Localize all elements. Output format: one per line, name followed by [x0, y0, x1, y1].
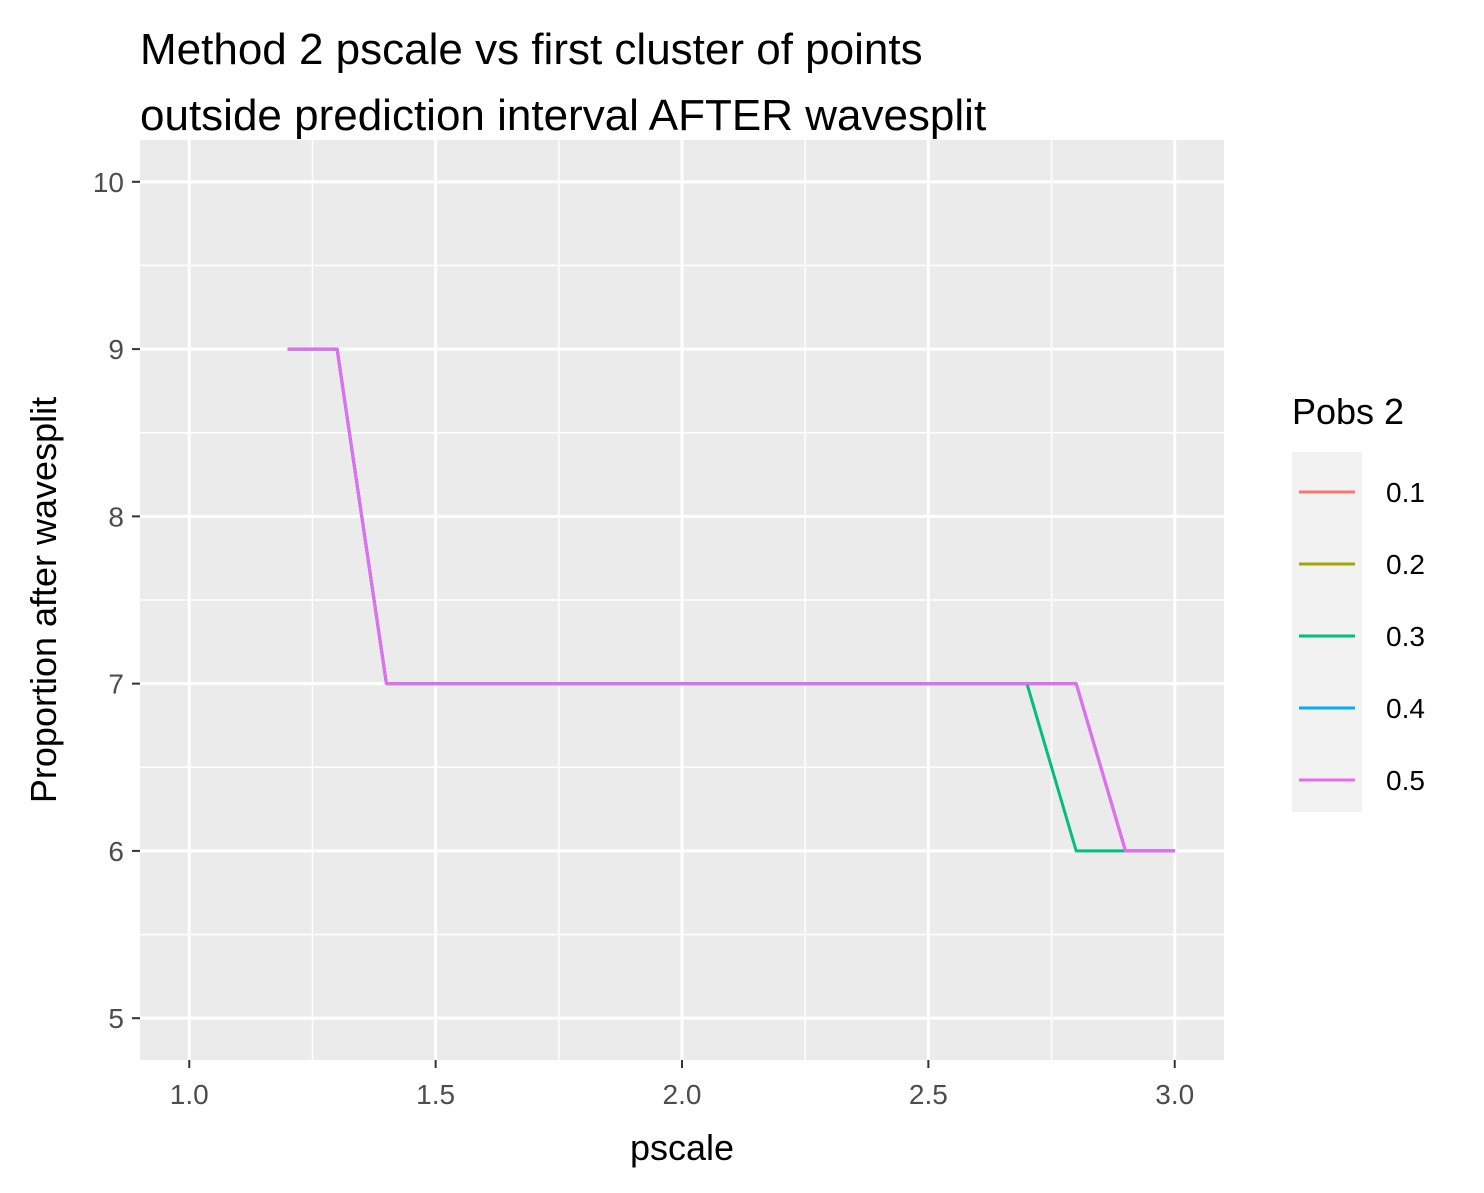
legend-title: Pobs 2: [1292, 391, 1404, 432]
y-tick-label: 9: [108, 334, 124, 365]
series-line-0.5: [287, 347, 1175, 853]
x-axis: 1.0 1.5 2.0 2.5 3.0: [170, 1060, 1194, 1110]
x-tick-label: 2.0: [663, 1079, 702, 1110]
x-tick-label: 3.0: [1155, 1079, 1194, 1110]
x-tick-label: 1.5: [416, 1079, 455, 1110]
legend-key-background: [1292, 452, 1362, 812]
y-tick-label: 5: [108, 1003, 124, 1034]
y-axis: 5 6 7 8 9 10: [93, 167, 140, 1034]
chart-title: Method 2 pscale vs first cluster of poin…: [140, 25, 986, 140]
legend: Pobs 2 0.1 0.2 0.3 0.4 0.5: [1292, 391, 1425, 812]
legend-label-0.3: 0.3: [1386, 621, 1425, 652]
chart-title-line-2: outside prediction interval AFTER wavesp…: [140, 91, 986, 140]
legend-label-0.5: 0.5: [1386, 765, 1425, 796]
y-axis-title: Proportion after wavesplit: [23, 397, 64, 803]
legend-label-0.4: 0.4: [1386, 693, 1425, 724]
chart-title-line-1: Method 2 pscale vs first cluster of poin…: [140, 25, 923, 74]
legend-label-0.2: 0.2: [1386, 549, 1425, 580]
x-tick-label: 2.5: [909, 1079, 948, 1110]
legend-label-0.1: 0.1: [1386, 477, 1425, 508]
series-lines: [287, 347, 1175, 853]
y-tick-label: 6: [108, 836, 124, 867]
major-grid: [140, 140, 1224, 1060]
x-tick-label: 1.0: [170, 1079, 209, 1110]
y-tick-label: 8: [108, 501, 124, 532]
y-tick-label: 10: [93, 167, 124, 198]
x-axis-title: pscale: [630, 1127, 734, 1168]
y-tick-label: 7: [108, 669, 124, 700]
